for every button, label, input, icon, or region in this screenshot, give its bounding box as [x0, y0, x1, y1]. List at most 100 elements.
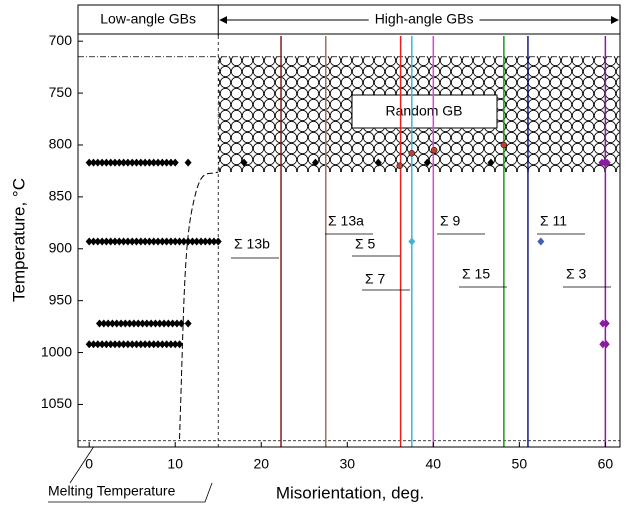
point	[85, 158, 93, 167]
point	[214, 237, 222, 246]
point	[158, 340, 166, 349]
point	[96, 319, 104, 328]
point	[107, 340, 115, 349]
point	[206, 237, 214, 246]
point	[311, 158, 319, 167]
point	[160, 319, 168, 328]
point	[430, 146, 438, 154]
point	[128, 158, 136, 167]
frame	[77, 4, 621, 448]
point	[137, 237, 145, 246]
point	[188, 237, 196, 246]
point	[154, 158, 162, 167]
point	[137, 158, 145, 167]
point	[151, 319, 159, 328]
point	[176, 340, 184, 349]
melting-label: Melting Temperature	[48, 483, 176, 499]
point	[423, 158, 431, 167]
transition-curve	[179, 171, 219, 440]
point	[167, 158, 175, 167]
point	[180, 237, 188, 246]
y-tick-label: 1000	[41, 343, 72, 359]
point	[133, 237, 141, 246]
point	[98, 158, 106, 167]
point	[150, 237, 158, 246]
random-label-box	[351, 94, 498, 129]
point	[117, 319, 125, 328]
point	[124, 158, 132, 167]
point	[240, 158, 248, 167]
point	[100, 319, 108, 328]
point	[145, 237, 153, 246]
point	[145, 158, 153, 167]
boundary-label: Σ 3	[566, 266, 587, 282]
point	[141, 340, 149, 349]
point	[177, 319, 185, 328]
boundary-label: Σ 15	[462, 266, 490, 282]
x-tick-label: 30	[339, 456, 355, 472]
point	[150, 340, 158, 349]
point	[154, 237, 162, 246]
point	[107, 158, 115, 167]
boundary-label: Σ 5	[355, 236, 376, 252]
point	[184, 158, 192, 167]
point	[89, 340, 97, 349]
point	[396, 162, 404, 169]
point	[163, 158, 171, 167]
point	[158, 237, 166, 246]
point	[102, 237, 110, 246]
point	[537, 237, 545, 246]
point	[85, 237, 93, 246]
point	[171, 340, 179, 349]
boundary-label: Σ 7	[365, 271, 386, 287]
point	[158, 158, 166, 167]
boundary-label: Σ 13a	[328, 213, 364, 229]
point	[163, 237, 171, 246]
point	[120, 237, 128, 246]
point	[121, 319, 129, 328]
point	[500, 141, 508, 149]
region-label: High-angle GBs	[375, 11, 474, 27]
y-tick-label: 850	[49, 188, 73, 204]
point	[184, 319, 192, 328]
point	[111, 237, 119, 246]
point	[98, 340, 106, 349]
boundary-label: Σ 13b	[234, 236, 270, 252]
point	[108, 319, 116, 328]
point	[197, 237, 205, 246]
point	[154, 340, 162, 349]
point	[163, 340, 171, 349]
boundary-label: Σ 9	[440, 213, 461, 229]
point	[111, 340, 119, 349]
point	[141, 237, 149, 246]
point	[128, 237, 136, 246]
point	[113, 319, 121, 328]
point	[107, 237, 115, 246]
point	[602, 340, 610, 349]
point	[89, 237, 97, 246]
point	[104, 319, 112, 328]
point	[133, 158, 141, 167]
point	[124, 340, 132, 349]
boundary-label: Σ 11	[540, 213, 567, 229]
point	[89, 158, 97, 167]
point	[94, 340, 102, 349]
random-label: Random GB	[385, 103, 462, 119]
point	[201, 237, 209, 246]
point	[603, 158, 611, 167]
point	[137, 340, 145, 349]
point	[133, 340, 141, 349]
point	[171, 237, 179, 246]
melting-underline	[48, 482, 213, 503]
point	[94, 237, 102, 246]
point	[193, 237, 201, 246]
y-tick-label: 1050	[41, 395, 72, 411]
point	[115, 158, 123, 167]
region-label: Low-angle GBs	[100, 11, 196, 27]
point	[145, 340, 153, 349]
point	[150, 158, 158, 167]
point	[141, 158, 149, 167]
point	[147, 319, 155, 328]
x-axis-label: Misorientation, deg.	[276, 483, 424, 502]
